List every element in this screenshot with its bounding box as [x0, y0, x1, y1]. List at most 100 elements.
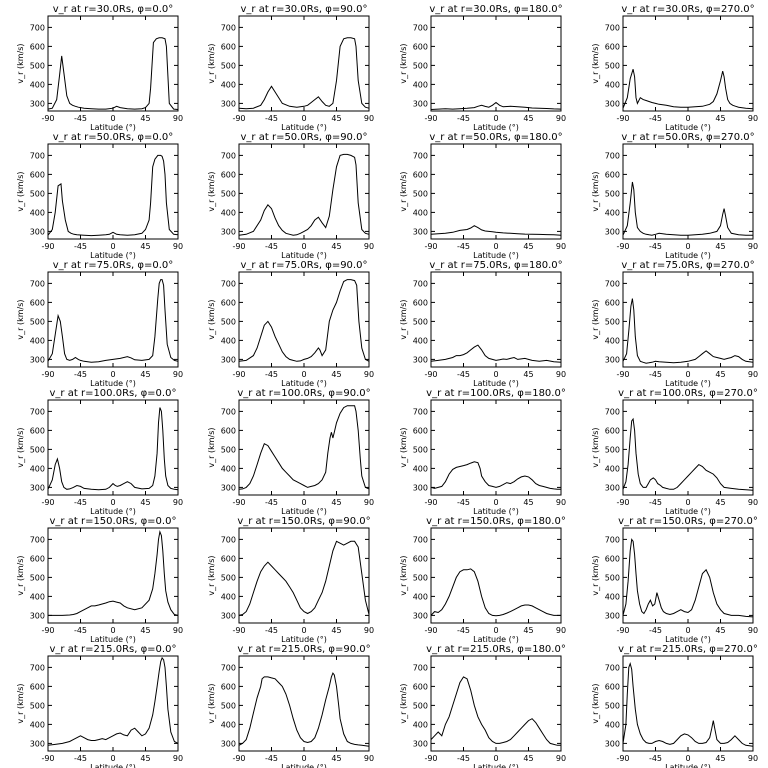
y-tick-label: 300: [413, 483, 428, 492]
y-tick-label: 700: [221, 151, 236, 160]
x-tick-label: 0: [493, 370, 498, 379]
y-tick-label: 700: [30, 535, 45, 544]
x-tick-label: 90: [364, 754, 374, 763]
y-tick-label: 600: [30, 42, 45, 51]
y-axis-label: v_r (km/s): [207, 683, 216, 723]
y-tick-label: 700: [221, 279, 236, 288]
series-line: [622, 298, 754, 364]
panel-3-3: v_r at r=75.0Rs, φ=180.0° -90 -45 0 45 90 300 4…: [399, 260, 566, 388]
series-line: [430, 676, 561, 746]
x-tick-label: 45: [715, 498, 725, 507]
y-tick-label: 600: [30, 298, 45, 307]
y-tick-label: 300: [221, 99, 236, 108]
y-tick-label: 700: [30, 151, 45, 160]
x-tick-label: 45: [523, 498, 533, 507]
panel-6-2: v_r at r=215.0Rs, φ=90.0° -90 -45 0 45 90 300 4…: [207, 644, 374, 768]
x-tick-label: -45: [74, 498, 87, 507]
y-tick-label: 300: [221, 611, 236, 620]
y-tick-label: 600: [221, 170, 236, 179]
series-line: [47, 154, 179, 237]
y-tick-label: 400: [221, 464, 236, 473]
x-tick-label: 45: [715, 242, 725, 251]
x-tick-label: -90: [41, 370, 54, 379]
x-axis-label: Latitude (°): [473, 763, 519, 768]
x-tick-label: -90: [424, 754, 437, 763]
y-tick-label: 400: [605, 464, 620, 473]
panel-6-4: v_r at r=215.0Rs, φ=270.0° -90 -45 0 45 90 300…: [591, 644, 758, 768]
panel-2-1: v_r at r=50.0Rs, φ=0.0° -90 -45 0 45 90 300 400…: [16, 132, 183, 260]
y-axis-label: v_r (km/s): [207, 427, 216, 467]
x-tick-label: -90: [424, 370, 437, 379]
y-axis-label: v_r (km/s): [591, 427, 600, 467]
x-tick-label: 45: [523, 370, 533, 379]
y-tick-label: 700: [413, 279, 428, 288]
y-axis-label: v_r (km/s): [16, 299, 25, 339]
panel-title: v_r at r=150.0Rs, φ=180.0°: [426, 516, 566, 527]
x-tick-label: 90: [173, 626, 183, 635]
panel-title: v_r at r=75.0Rs, φ=180.0°: [429, 260, 562, 271]
y-tick-label: 500: [30, 445, 45, 454]
y-tick-label: 600: [221, 42, 236, 51]
x-tick-label: 90: [364, 626, 374, 635]
y-tick-label: 300: [605, 611, 620, 620]
y-tick-label: 700: [30, 23, 45, 32]
x-tick-label: -90: [424, 626, 437, 635]
y-tick-label: 700: [605, 407, 620, 416]
x-tick-label: -45: [457, 498, 470, 507]
x-tick-label: -45: [74, 370, 87, 379]
x-tick-label: 45: [331, 114, 341, 123]
series-line: [430, 225, 562, 236]
series-line: [238, 153, 370, 236]
y-tick-label: 600: [413, 682, 428, 691]
x-tick-label: -45: [457, 754, 470, 763]
x-axis-label: Latitude (°): [90, 379, 136, 388]
y-tick-label: 300: [605, 99, 620, 108]
x-tick-label: -90: [616, 498, 629, 507]
x-tick-label: -90: [616, 754, 629, 763]
y-axis-label: v_r (km/s): [591, 299, 600, 339]
y-axis-label: v_r (km/s): [399, 427, 408, 467]
y-tick-label: 600: [605, 298, 620, 307]
y-axis-label: v_r (km/s): [591, 683, 600, 723]
panel-4-3: v_r at r=100.0Rs, φ=180.0° -90 -45 0 45 90 300…: [399, 388, 566, 516]
y-tick-label: 400: [30, 208, 45, 217]
y-tick-label: 400: [605, 720, 620, 729]
x-tick-label: 90: [173, 370, 183, 379]
y-tick-label: 400: [30, 720, 45, 729]
plot-frame: [622, 143, 754, 240]
panel-5-4: v_r at r=150.0Rs, φ=270.0° -90 -45 0 45 90 300…: [591, 516, 758, 644]
panel-6-1: v_r at r=215.0Rs, φ=0.0° -90 -45 0 45 90 300 40…: [16, 644, 183, 768]
y-axis-label: v_r (km/s): [591, 555, 600, 595]
y-axis-label: v_r (km/s): [207, 299, 216, 339]
y-tick-label: 600: [413, 298, 428, 307]
x-tick-label: 45: [140, 370, 150, 379]
x-tick-label: -90: [232, 114, 245, 123]
x-tick-label: -45: [74, 626, 87, 635]
plot-frame: [47, 143, 179, 240]
y-tick-label: 600: [413, 42, 428, 51]
panel-5-3: v_r at r=150.0Rs, φ=180.0° -90 -45 0 45 90 300…: [399, 516, 566, 644]
x-tick-label: -45: [649, 754, 662, 763]
x-tick-label: 45: [140, 498, 150, 507]
x-tick-label: 90: [173, 498, 183, 507]
plot-frame: [238, 15, 370, 112]
panel-3-4: v_r at r=75.0Rs, φ=270.0° -90 -45 0 45 90 300 4…: [591, 260, 758, 388]
y-tick-label: 600: [413, 170, 428, 179]
x-axis-label: Latitude (°): [281, 379, 327, 388]
x-tick-label: -90: [232, 498, 245, 507]
x-tick-label: 0: [301, 370, 306, 379]
x-tick-label: 0: [110, 754, 115, 763]
y-tick-label: 300: [221, 739, 236, 748]
x-tick-label: 45: [715, 370, 725, 379]
y-axis-label: v_r (km/s): [399, 555, 408, 595]
x-tick-label: 0: [301, 114, 306, 123]
y-tick-label: 400: [413, 336, 428, 345]
y-tick-label: 600: [413, 426, 428, 435]
x-axis-label: Latitude (°): [665, 379, 711, 388]
x-tick-label: 0: [110, 370, 115, 379]
panel-title: v_r at r=100.0Rs, φ=90.0°: [237, 388, 370, 399]
y-axis-label: v_r (km/s): [591, 171, 600, 211]
y-tick-label: 500: [413, 317, 428, 326]
y-tick-label: 600: [30, 554, 45, 563]
